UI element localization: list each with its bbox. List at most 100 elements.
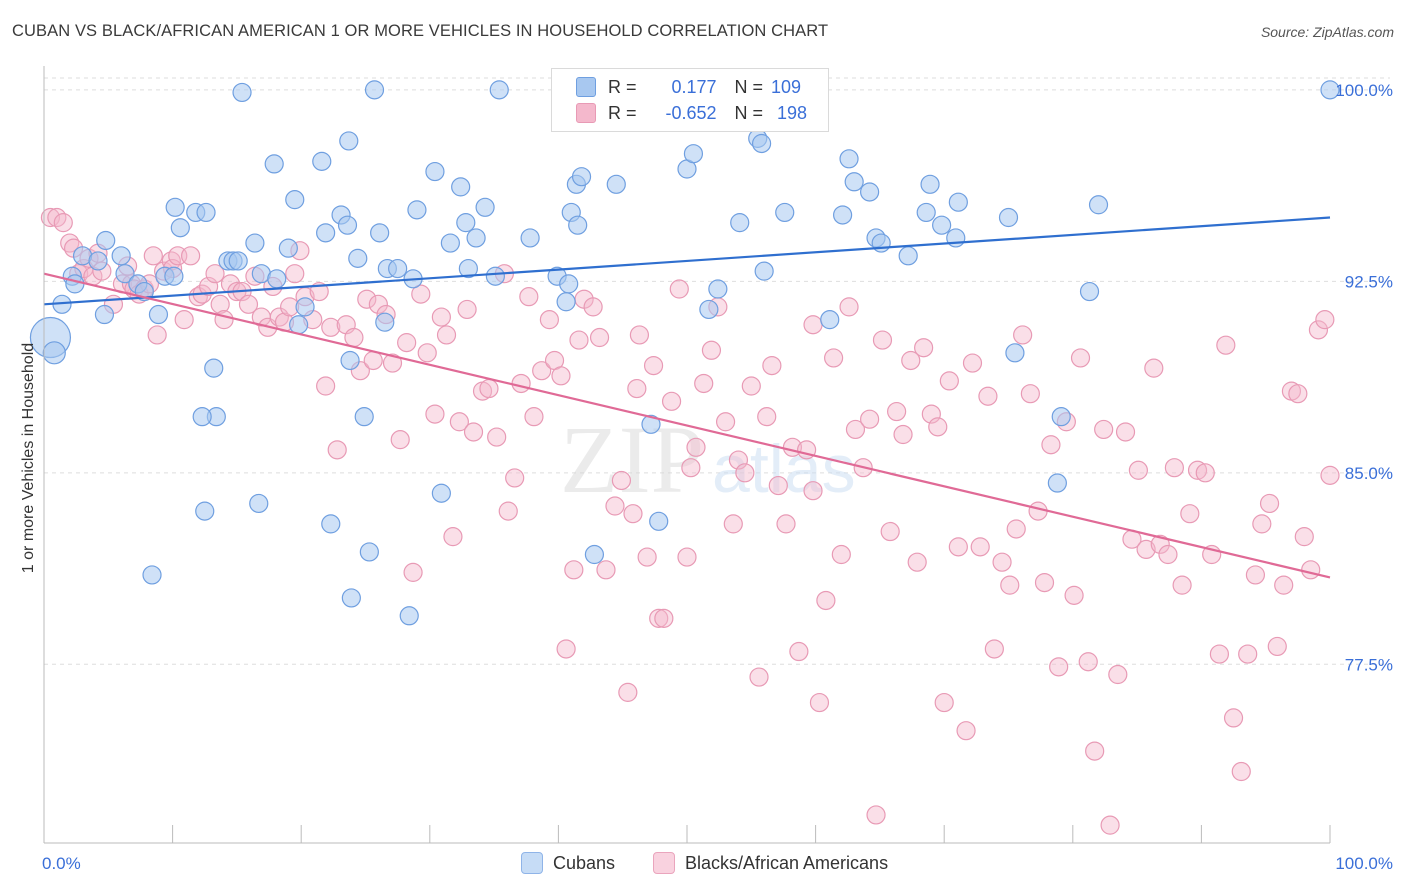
- pink-point: [677, 547, 697, 567]
- r-label: R =: [608, 102, 637, 123]
- pink-point: [962, 353, 983, 373]
- pink-point: [431, 307, 451, 327]
- pink-point: [1136, 539, 1156, 560]
- pink-point: [681, 458, 701, 478]
- pink-point: [992, 552, 1012, 572]
- series-legend: Cubans Blacks/African Americans: [0, 852, 1406, 876]
- pink-point: [382, 353, 403, 373]
- blue-point: [267, 269, 287, 289]
- pink-point: [327, 440, 347, 460]
- pink-point: [1064, 585, 1084, 605]
- blue-point: [341, 588, 361, 608]
- blue-point: [65, 274, 85, 294]
- pink-point: [978, 386, 998, 406]
- blue-point: [571, 167, 592, 187]
- blue-point: [451, 177, 471, 197]
- pink-point: [984, 639, 1004, 659]
- pink-point: [1150, 534, 1170, 554]
- blue-point: [42, 341, 66, 365]
- pink-point: [532, 361, 552, 381]
- legend-swatch-blue: [576, 77, 596, 97]
- pink-point: [1274, 575, 1294, 595]
- blue-point: [321, 514, 341, 534]
- legend-row-cubans: R = 0.177 N = 109: [576, 76, 801, 98]
- blue-point: [399, 606, 419, 626]
- pink-point: [629, 325, 650, 345]
- blue-point: [708, 279, 728, 299]
- pink-point: [487, 427, 507, 447]
- pink-point: [762, 355, 782, 376]
- pink-point: [316, 376, 336, 396]
- pink-point: [948, 537, 968, 557]
- pink-point: [768, 475, 788, 496]
- blue-point: [916, 202, 936, 223]
- pink-point: [40, 207, 61, 228]
- pink-point: [569, 330, 589, 350]
- legend-swatch-blue: [521, 852, 543, 874]
- pink-point: [368, 294, 388, 314]
- grid-lines: [44, 77, 1390, 665]
- blue-point: [245, 233, 265, 253]
- pink-point: [880, 521, 900, 542]
- pink-point: [1164, 458, 1184, 478]
- pink-point: [611, 470, 632, 491]
- pink-point: [845, 419, 866, 440]
- blue-point: [204, 358, 224, 378]
- pink-point: [669, 279, 689, 299]
- blue-point: [641, 414, 661, 434]
- pink-point: [803, 481, 823, 501]
- pink-point: [1108, 664, 1128, 685]
- legend-row-blacks: R = -0.652 N = 198: [576, 102, 807, 124]
- pink-point: [417, 343, 437, 363]
- pink-point: [1094, 419, 1114, 440]
- pink-point: [1144, 358, 1164, 378]
- blue-point: [96, 230, 116, 251]
- pink-point: [403, 562, 423, 582]
- pink-point: [860, 409, 880, 429]
- pink-point: [479, 378, 499, 399]
- pink-point: [1000, 575, 1020, 595]
- pink-point: [1252, 514, 1272, 534]
- blue-series-points: [29, 80, 1340, 626]
- pink-point: [511, 373, 531, 394]
- source-label: Source: ZipAtlas.com: [1260, 24, 1394, 40]
- legend-item-cubans[interactable]: Cubans: [521, 852, 615, 874]
- pink-point: [723, 514, 743, 534]
- blue-point: [932, 215, 952, 235]
- axes: [43, 66, 1331, 844]
- blue-point: [111, 246, 131, 266]
- pink-point: [397, 333, 417, 353]
- blue-point: [388, 258, 408, 279]
- legend-item-blacks[interactable]: Blacks/African Americans: [653, 852, 888, 874]
- pink-point: [524, 407, 544, 427]
- pink-point: [907, 552, 927, 572]
- blue-point: [1047, 473, 1067, 493]
- blue-point: [466, 228, 486, 248]
- pink-point: [1294, 527, 1314, 547]
- pink-point: [589, 327, 610, 348]
- pink-point: [285, 264, 305, 284]
- pink-point: [1041, 435, 1061, 455]
- blue-point: [1005, 343, 1025, 363]
- trend-lines: [43, 216, 1331, 579]
- legend-swatch-pink: [653, 852, 675, 874]
- pink-point: [637, 547, 657, 567]
- y-axis-label: 1 or more Vehicles in Household: [20, 342, 37, 574]
- blue-point: [754, 261, 774, 281]
- pink-point: [1034, 572, 1055, 593]
- x-tick-label: 0.0%: [42, 854, 81, 873]
- pink-point: [238, 294, 259, 314]
- r-label: R =: [608, 76, 637, 97]
- pink-point: [596, 560, 616, 580]
- n-value: 109: [771, 76, 802, 97]
- pink-point: [1223, 708, 1244, 728]
- blue-point: [370, 223, 390, 243]
- pink-point: [893, 424, 913, 445]
- blue-point: [1079, 281, 1100, 302]
- pink-point: [269, 307, 289, 327]
- pink-point: [661, 391, 682, 411]
- blue-point: [232, 82, 252, 103]
- blue-point: [649, 511, 669, 531]
- pink-point: [443, 527, 463, 547]
- pink-point: [914, 338, 934, 358]
